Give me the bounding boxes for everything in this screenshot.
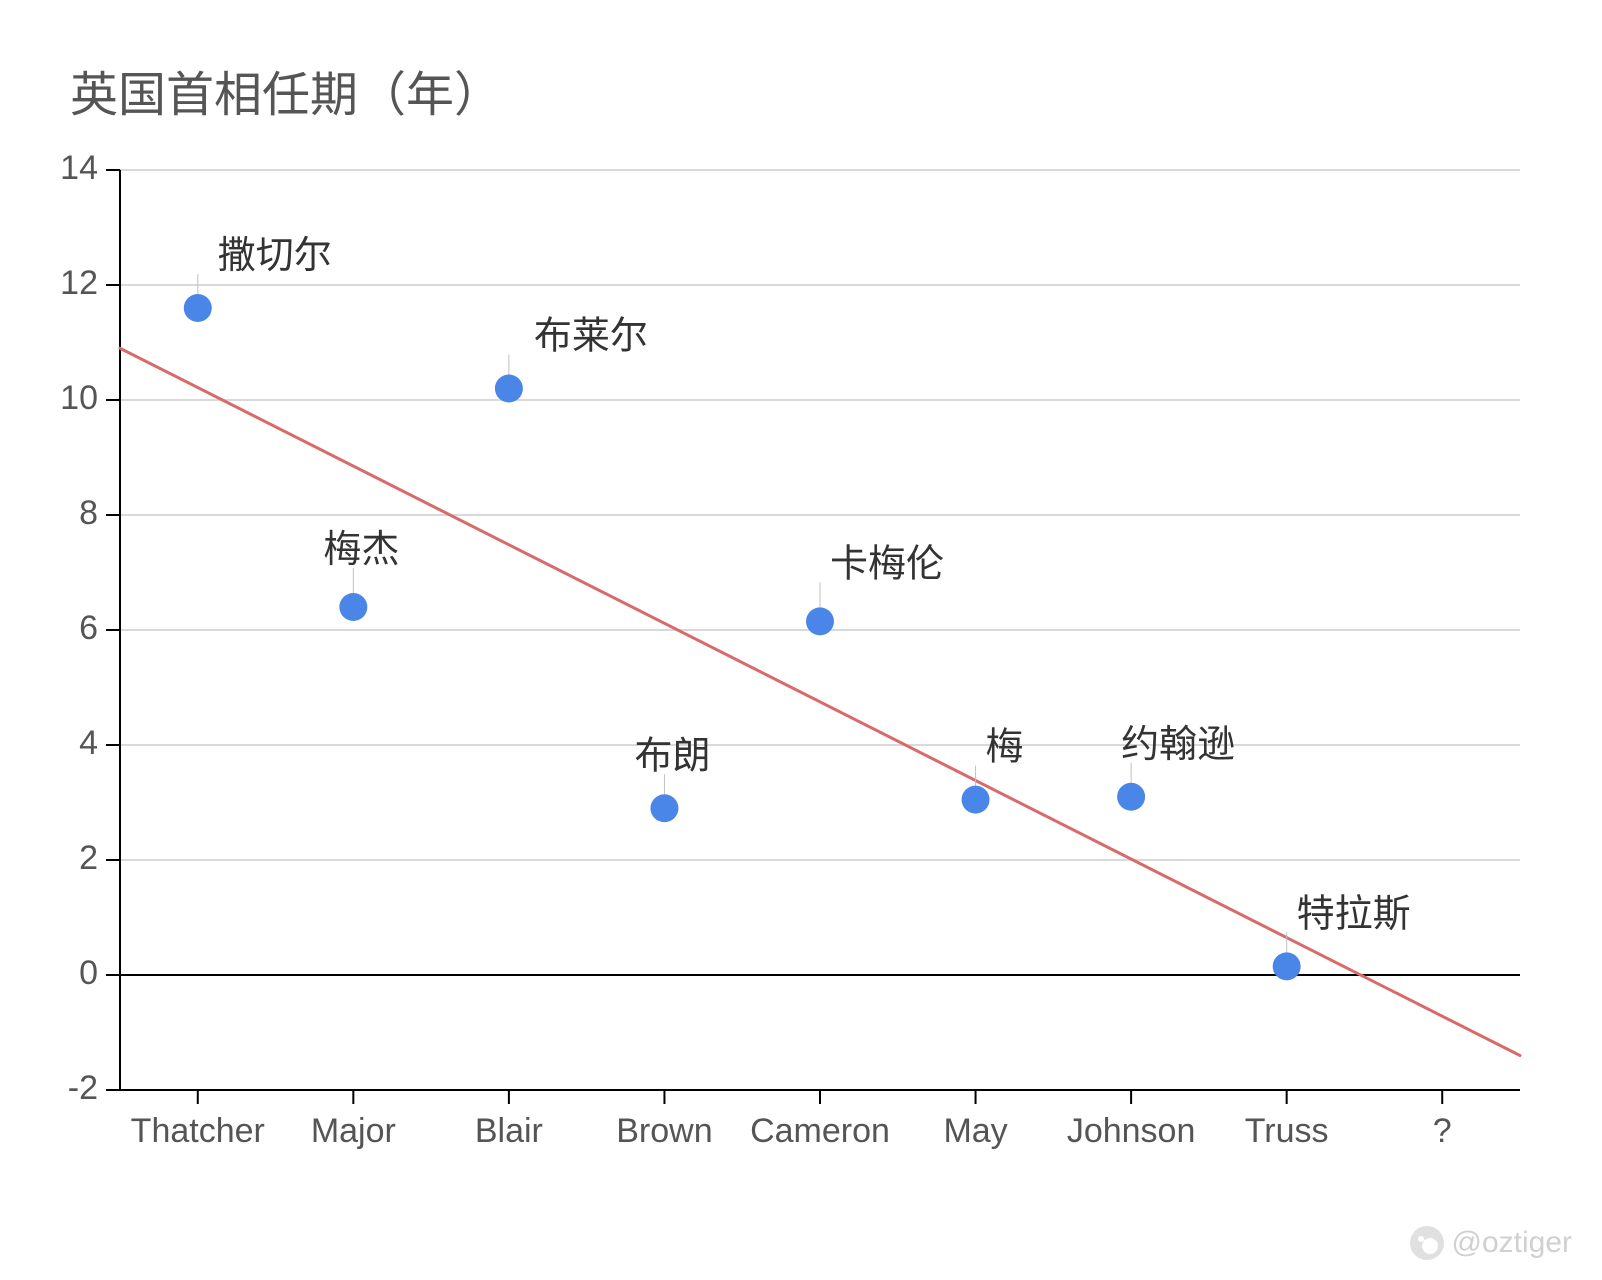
point-label: 梅杰 [323,529,399,571]
point-label: 卡梅伦 [830,543,944,585]
x-tick-label: Johnson [1067,1112,1196,1150]
y-tick-label: 14 [60,149,98,187]
data-point [495,375,523,403]
x-tick-label: May [943,1112,1007,1150]
y-tick-label: 12 [60,264,98,302]
point-label: 约翰逊 [1121,724,1235,766]
y-tick-label: 8 [79,494,98,532]
point-label: 梅 [986,727,1024,769]
data-point [1273,952,1301,980]
point-label: 布莱尔 [534,316,648,358]
watermark-text: @oztiger [1452,1226,1573,1260]
chart-container: -202468101214ThatcherMajorBlairBrownCame… [120,160,1550,1160]
x-tick-label: Brown [616,1112,712,1150]
trendline [120,348,1520,1055]
data-point [339,593,367,621]
chart-svg: -202468101214ThatcherMajorBlairBrownCame… [120,160,1550,1160]
data-point [962,786,990,814]
y-tick-label: -2 [68,1069,98,1107]
x-tick-label: Major [311,1112,396,1150]
y-tick-label: 10 [60,379,98,417]
x-tick-label: ? [1433,1112,1452,1150]
y-tick-label: 4 [79,724,98,762]
x-tick-label: Thatcher [131,1112,265,1150]
y-tick-label: 2 [79,839,98,877]
weibo-icon [1410,1226,1444,1260]
data-point [1117,783,1145,811]
x-tick-label: Cameron [750,1112,890,1150]
data-point [184,294,212,322]
watermark: @oztiger [1410,1226,1573,1260]
point-label: 布朗 [634,735,710,777]
x-tick-label: Truss [1245,1112,1329,1150]
point-label: 特拉斯 [1297,893,1411,935]
x-tick-label: Blair [475,1112,543,1150]
data-point [650,794,678,822]
chart-title: 英国首相任期（年） [70,55,502,125]
point-label: 撒切尔 [218,235,332,277]
y-tick-label: 6 [79,609,98,647]
y-tick-label: 0 [79,954,98,992]
data-point [806,607,834,635]
